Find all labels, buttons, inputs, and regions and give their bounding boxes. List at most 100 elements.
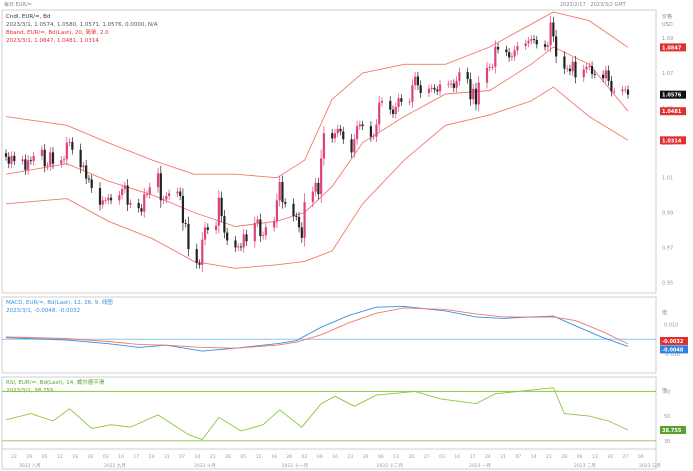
candle	[7, 152, 10, 169]
candle	[361, 120, 364, 130]
candle-body	[278, 182, 281, 201]
bband-line-0	[5, 11, 629, 179]
x-day-tick-3: 12	[57, 454, 63, 460]
candle-body	[226, 232, 229, 241]
candle	[549, 15, 552, 53]
candle	[452, 79, 455, 92]
rsi-series-0	[5, 387, 629, 441]
candle-body	[427, 88, 431, 94]
macd-ytick-0: 0.010	[664, 322, 678, 328]
candle-body	[555, 36, 558, 57]
candle-body	[436, 89, 439, 92]
candle-body	[281, 182, 284, 203]
candle	[527, 36, 530, 48]
candle	[148, 182, 151, 199]
candle-body	[414, 76, 417, 86]
candle-body	[273, 221, 276, 228]
candle-body	[455, 80, 458, 88]
candle	[62, 155, 66, 164]
macd-ytick-2: -0.010	[664, 352, 680, 358]
candle-body	[85, 165, 88, 179]
candle	[336, 124, 339, 138]
candle-body	[416, 76, 420, 86]
candle	[411, 79, 414, 108]
candle	[491, 63, 494, 71]
candle	[140, 204, 143, 216]
candle	[621, 85, 624, 96]
candle-body	[391, 109, 395, 115]
candle	[273, 216, 276, 232]
candle-body	[331, 133, 334, 139]
candle	[107, 193, 110, 205]
candle-body	[256, 219, 259, 223]
candle-body	[543, 44, 547, 47]
x-day-tick-20: 09	[317, 454, 323, 460]
x-day-tick-0: 22	[11, 454, 17, 460]
candle-body	[375, 124, 378, 137]
x-day-tick-7: 10	[118, 454, 124, 460]
candle-body	[181, 195, 185, 223]
candle	[593, 70, 596, 79]
x-month-label-6: 2023 二月	[574, 463, 596, 469]
price-badge-1: 1.0576	[662, 93, 682, 99]
candle-body	[585, 66, 588, 70]
candle	[505, 45, 508, 56]
price-badge-bg-3	[660, 136, 686, 145]
candle-body	[297, 216, 301, 228]
candle-body	[201, 239, 204, 265]
candle	[165, 191, 168, 204]
candle	[214, 221, 218, 235]
candle	[372, 133, 375, 141]
candle	[256, 215, 259, 228]
price-title: Cndl, EUR/=, Bd	[6, 14, 50, 20]
candle-body	[590, 66, 594, 74]
candle-body	[508, 52, 511, 58]
candle	[585, 63, 588, 74]
x-day-tick-12: 14	[195, 454, 201, 460]
candle	[281, 175, 284, 209]
price-ytick-1: 1.07	[662, 71, 673, 77]
rsi-ytick-2: 30	[664, 439, 670, 445]
x-month-label-7: 2023 三月	[639, 463, 661, 469]
candle	[430, 84, 433, 93]
rsi-lines	[2, 387, 656, 442]
x-day-tick-23: 30	[363, 454, 369, 460]
candle-body	[24, 159, 27, 170]
candle	[510, 52, 513, 61]
candle-body	[505, 49, 508, 53]
candle-body	[535, 39, 538, 45]
x-day-tick-8: 17	[133, 454, 139, 460]
candle-body	[400, 98, 403, 102]
price-ytick-0: 1.09	[662, 36, 673, 42]
candle-body	[275, 200, 279, 222]
candle-body	[176, 191, 179, 194]
candle	[176, 187, 179, 198]
x-day-tick-24: 06	[378, 454, 384, 460]
axis-labels: 1.091.071.051.031.010.990.970.951.08471.…	[11, 36, 688, 469]
x-day-tick-40: 27	[623, 454, 629, 460]
candle	[607, 65, 610, 86]
candle	[350, 133, 353, 158]
candle	[98, 182, 102, 211]
candle	[126, 179, 129, 212]
candle-body	[217, 197, 220, 226]
candle-body	[626, 89, 630, 95]
candle-body	[295, 216, 298, 217]
candle	[369, 121, 373, 142]
candle-body	[552, 22, 555, 37]
candle-body	[206, 227, 209, 230]
price-badge-3: 1.0314	[662, 138, 682, 144]
candle	[333, 128, 337, 143]
candle	[13, 151, 16, 166]
rsi-unit-label: 值	[662, 387, 667, 394]
candle-body	[566, 68, 569, 70]
candle	[532, 35, 536, 44]
candle-body	[317, 182, 320, 195]
candle	[516, 41, 519, 55]
candle-body	[71, 141, 74, 150]
candle	[220, 191, 223, 223]
candle	[43, 143, 46, 173]
candle	[546, 41, 549, 51]
candle-body	[588, 66, 591, 67]
